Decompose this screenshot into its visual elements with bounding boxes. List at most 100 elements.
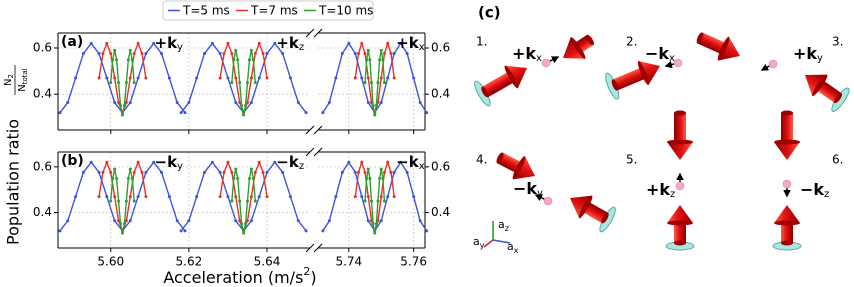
data-point: [105, 76, 109, 80]
data-point: [226, 160, 230, 164]
subscript: y: [537, 188, 543, 199]
data-point: [234, 219, 238, 223]
data-point: [226, 76, 230, 80]
fraction-numerator: N2: [3, 74, 15, 86]
data-point: [389, 52, 393, 56]
k-text: −k: [645, 44, 669, 63]
data-point: [340, 170, 344, 174]
y-tick-label: 0.6: [431, 41, 450, 55]
arrow-shaft: [697, 32, 727, 55]
data-line: [231, 50, 256, 116]
data-point: [251, 58, 255, 62]
data-point: [304, 229, 308, 233]
data-point: [363, 170, 367, 174]
arrow-shaft: [781, 113, 793, 143]
beam-arrow: [805, 74, 850, 112]
data-point: [222, 52, 226, 56]
data-point: [136, 41, 140, 45]
data-point: [240, 104, 244, 108]
axis-symbol: a: [498, 218, 505, 231]
data-point: [249, 195, 253, 199]
config-k: −kx: [645, 44, 675, 65]
arrow-head-base: [578, 195, 593, 219]
symbol: N: [3, 78, 14, 85]
data-point: [412, 195, 416, 199]
data-point: [386, 195, 390, 199]
data-point: [379, 48, 383, 52]
data-point: [136, 160, 140, 164]
data-point: [113, 167, 117, 171]
data-point: [296, 101, 300, 105]
data-point: [66, 101, 70, 105]
data-point: [140, 170, 144, 174]
data-point: [261, 170, 265, 174]
data-point: [392, 52, 396, 56]
data-point: [257, 160, 261, 164]
data-point: [340, 52, 344, 56]
data-point: [183, 229, 187, 233]
data-point: [288, 195, 292, 199]
data-point: [392, 195, 396, 199]
annotation: −kx: [396, 153, 425, 173]
data-point: [230, 170, 234, 174]
data-point: [249, 76, 253, 80]
axis-arrow: [483, 239, 494, 248]
data-point: [115, 58, 119, 62]
arrow-cap: [696, 32, 704, 44]
data-point: [58, 229, 62, 233]
data-point: [399, 41, 403, 45]
atom: [675, 181, 685, 191]
data-point: [97, 52, 101, 56]
data-point: [234, 167, 238, 171]
data-point: [109, 199, 113, 203]
data-point: [374, 104, 378, 108]
data-point: [265, 52, 269, 56]
data-point: [126, 58, 130, 62]
annotation: +ky: [155, 34, 184, 54]
arrow-head: [774, 205, 800, 223]
data-point: [347, 160, 351, 164]
data-point: [132, 199, 136, 203]
data-point: [119, 104, 123, 108]
subscript: 2: [7, 74, 15, 78]
arrow-shaft: [781, 222, 793, 243]
data-point: [128, 195, 132, 199]
data-point: [120, 231, 124, 235]
data-point: [381, 177, 385, 181]
data-point: [360, 160, 364, 164]
config-k: +kz: [646, 180, 675, 201]
data-point: [195, 195, 199, 199]
data-point: [203, 52, 207, 56]
annotation: −ky: [155, 153, 184, 173]
data-point: [366, 195, 370, 199]
data-point: [236, 58, 240, 62]
data-point: [249, 219, 253, 223]
subscript: y: [480, 241, 485, 250]
annotation-text: +k: [396, 34, 420, 52]
data-point: [238, 199, 242, 203]
data-point: [74, 76, 78, 80]
data-point: [132, 81, 136, 85]
data-point: [179, 229, 183, 233]
data-point: [418, 101, 422, 105]
arrow-head-base: [774, 139, 800, 145]
label-part: Acceleration (m/s: [163, 268, 303, 287]
subscript: x: [669, 53, 675, 64]
data-point: [222, 170, 226, 174]
arrow-head-base: [812, 74, 828, 97]
data-point: [376, 199, 380, 203]
data-point: [128, 219, 132, 223]
data-point: [238, 81, 242, 85]
data-point: [382, 199, 386, 203]
data-point: [379, 219, 383, 223]
data-point: [281, 52, 285, 56]
data-point: [113, 76, 117, 80]
data-point: [357, 170, 361, 174]
data-point: [374, 222, 378, 226]
arrow-cap: [674, 110, 686, 116]
data-point: [128, 76, 132, 80]
data-point: [371, 222, 375, 226]
data-point: [273, 160, 277, 164]
arrow-head-base: [570, 37, 586, 59]
k-text: −k: [513, 179, 537, 198]
